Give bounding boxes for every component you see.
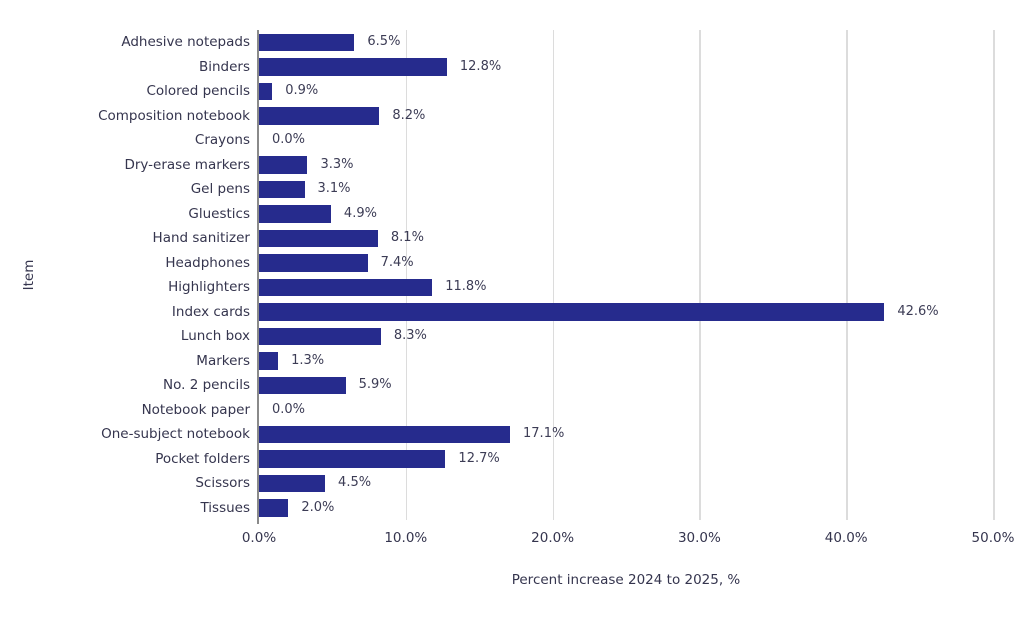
value-label: 12.7% — [458, 450, 500, 466]
bar — [259, 474, 326, 492]
value-label: 8.1% — [390, 230, 424, 245]
category-label: Tissues — [200, 499, 250, 516]
bar — [259, 180, 305, 198]
x-axis-tick-label: 40.0% — [824, 530, 868, 546]
category-label: Markers — [196, 352, 250, 369]
gridline — [993, 30, 995, 520]
value-label: 0.0% — [272, 132, 306, 147]
gridline — [846, 30, 848, 520]
value-label: 3.3% — [320, 156, 354, 172]
category-label: Highlighters — [168, 279, 250, 295]
value-label: 11.8% — [445, 279, 487, 294]
bar — [259, 303, 885, 321]
category-label: Hand sanitizer — [152, 230, 250, 246]
category-label: Colored pencils — [146, 83, 250, 99]
category-label: Index cards — [171, 303, 250, 320]
category-label: Adhesive notepads — [121, 34, 250, 50]
bar — [259, 82, 273, 100]
value-label: 1.3% — [291, 352, 325, 368]
category-label: Composition notebook — [98, 107, 250, 124]
value-label: 17.1% — [523, 426, 565, 441]
x-axis-tick-label: 0.0% — [241, 530, 277, 546]
x-axis-title: Percent increase 2024 to 2025, % — [511, 572, 741, 588]
category-label: Notebook paper — [141, 401, 250, 418]
category-label: No. 2 pencils — [163, 377, 250, 393]
bar — [259, 205, 331, 223]
category-label: Pocket folders — [155, 450, 250, 467]
value-label: 2.0% — [301, 499, 335, 515]
y-axis-line — [257, 30, 259, 524]
gridline — [405, 30, 408, 520]
bar — [259, 156, 308, 174]
category-label: Dry-erase markers — [124, 156, 250, 173]
category-label: Headphones — [165, 254, 250, 271]
value-label: 8.2% — [392, 107, 426, 123]
value-label: 0.0% — [272, 401, 306, 417]
x-axis-tick-label: 50.0% — [971, 530, 1015, 546]
category-label: Lunch box — [180, 328, 250, 344]
bar — [259, 499, 289, 517]
bar — [259, 254, 368, 272]
x-axis-tick-label: 20.0% — [531, 530, 575, 546]
plot-area: 6.5% 12.8% 0.9% 8.2% 0.0% 3.3% 3.1% 4.9% 8.1% 7.4… — [259, 30, 995, 520]
category-label: Gluestics — [188, 205, 250, 222]
gridline — [552, 30, 555, 520]
value-label: 4.5% — [338, 475, 372, 490]
bar — [259, 425, 511, 443]
value-label: 6.5% — [367, 34, 401, 49]
x-axis-tick-label: 10.0% — [384, 530, 428, 546]
x-axis-tick-label: 30.0% — [677, 530, 721, 546]
value-label: 0.9% — [285, 83, 319, 98]
bar — [259, 352, 279, 370]
category-label: Scissors — [195, 475, 250, 491]
category-label: Binders — [198, 58, 250, 75]
bar — [259, 107, 380, 125]
value-label: 7.4% — [380, 254, 414, 270]
value-label: 3.1% — [317, 181, 351, 196]
value-label: 12.8% — [459, 58, 502, 74]
value-label: 8.3% — [393, 328, 427, 343]
value-label: 5.9% — [358, 377, 392, 392]
bar — [259, 229, 378, 247]
bar — [259, 278, 433, 296]
bar — [259, 376, 346, 394]
category-label: Crayons — [194, 132, 250, 148]
gridline — [699, 30, 701, 520]
bar — [259, 327, 381, 345]
bar — [259, 450, 446, 468]
bar — [259, 58, 447, 76]
category-label: One-subject notebook — [101, 426, 250, 442]
category-label: Gel pens — [190, 181, 250, 197]
bar — [259, 33, 355, 51]
value-label: 4.9% — [343, 205, 377, 221]
value-label: 42.6% — [897, 303, 939, 319]
